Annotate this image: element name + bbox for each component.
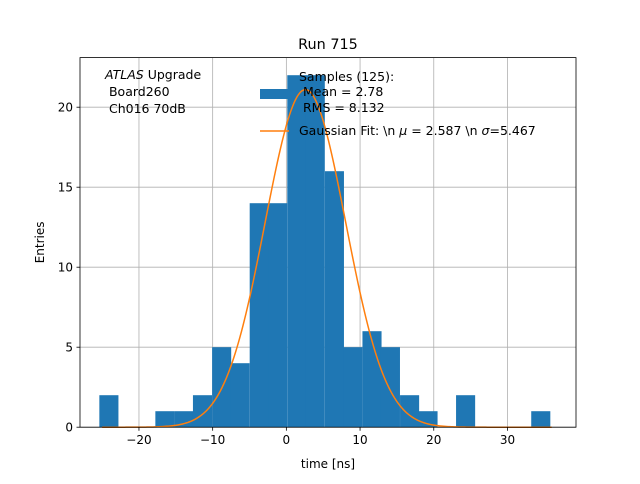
x-axis-label: time [ns] xyxy=(301,457,355,471)
histogram-bar xyxy=(400,395,420,428)
histogram-bar xyxy=(249,203,269,428)
annotation-line-3: Ch016 70dB xyxy=(105,101,186,116)
annotation-line-2: Board260 xyxy=(105,84,170,99)
histogram-bar xyxy=(362,331,382,428)
y-tick-label: 0 xyxy=(65,420,73,434)
histogram-bar xyxy=(531,411,551,428)
histogram-bar xyxy=(230,363,250,428)
legend-samples-line-3: RMS = 8.132 xyxy=(299,100,385,115)
legend: Samples (125): Mean = 2.78 RMS = 8.132 G… xyxy=(260,69,536,138)
legend-samples-line-1: Samples (125): xyxy=(299,69,394,84)
y-tick-label: 10 xyxy=(58,260,73,274)
chart-title: Run 715 xyxy=(298,37,358,53)
y-ticks: 0 5 10 15 20 xyxy=(58,100,80,434)
y-tick-label: 15 xyxy=(58,180,73,194)
upgrade-label: Upgrade xyxy=(144,67,202,82)
histogram-bar xyxy=(380,347,400,428)
histogram-bar xyxy=(99,395,119,428)
histogram-bar xyxy=(287,75,307,428)
plot-frame xyxy=(79,57,577,428)
histogram-bar xyxy=(305,75,325,428)
bars-layer xyxy=(99,75,551,428)
atlas-label: ATLAS xyxy=(104,67,144,82)
histogram-bar xyxy=(268,203,288,428)
legend-swatch-samples xyxy=(260,89,289,99)
histogram-bar xyxy=(343,347,363,428)
x-tick-label: 30 xyxy=(500,433,515,447)
y-tick-label: 5 xyxy=(65,340,73,354)
x-tick-label: 10 xyxy=(352,433,367,447)
x-tick-label: −10 xyxy=(200,433,225,447)
histogram-bar xyxy=(174,411,194,428)
histogram-bar xyxy=(456,395,476,428)
annotation-box: ATLAS Upgrade Board260 Ch016 70dB xyxy=(104,67,201,116)
histogram-bar xyxy=(192,395,213,428)
x-ticks: −20 −10 0 10 20 30 xyxy=(126,427,515,447)
y-tick-label: 20 xyxy=(58,100,73,114)
annotation-line-1: ATLAS Upgrade xyxy=(104,67,201,82)
histogram-bar xyxy=(324,171,344,428)
histogram-bar xyxy=(155,411,175,428)
legend-samples-line-2: Mean = 2.78 xyxy=(299,84,383,99)
legend-fit-label: Gaussian Fit: \n μ = 2.587 \n σ=5.467 xyxy=(299,123,536,138)
x-tick-label: 20 xyxy=(426,433,441,447)
y-axis-label: Entries xyxy=(33,222,47,264)
x-tick-label: −20 xyxy=(126,433,151,447)
x-tick-label: 0 xyxy=(283,433,291,447)
